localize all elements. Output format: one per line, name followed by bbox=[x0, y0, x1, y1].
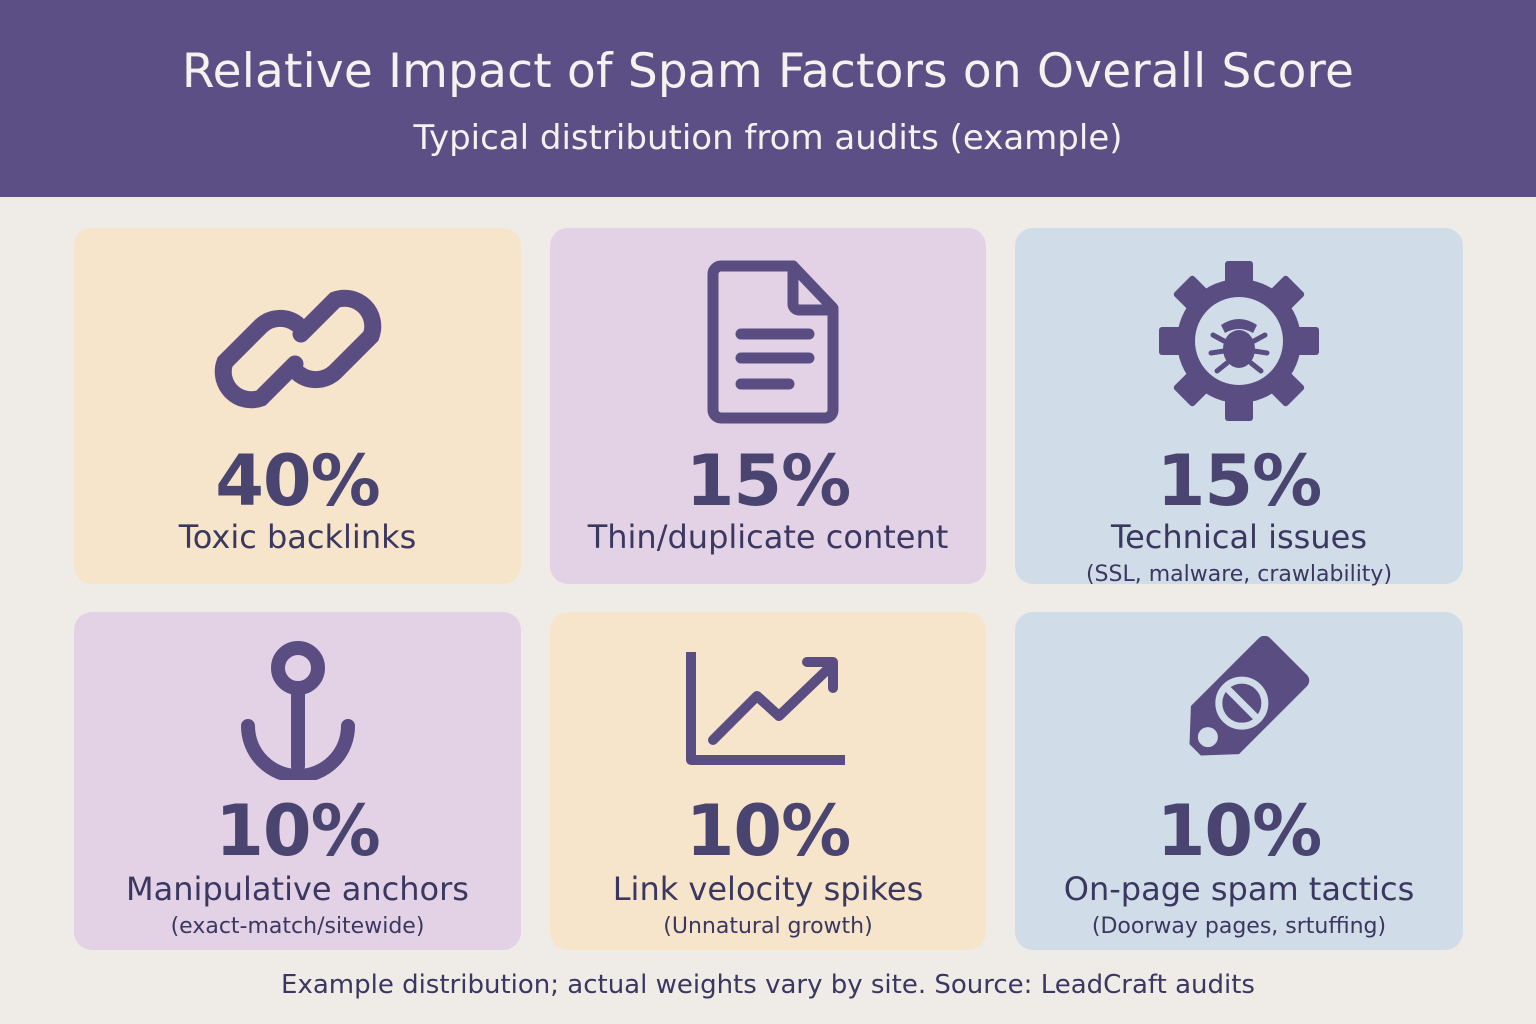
factor-label: Thin/duplicate content bbox=[587, 518, 949, 556]
factor-label: Link velocity spikes bbox=[612, 870, 924, 908]
factor-card-link-velocity: 10% Link velocity spikes (Unnatural grow… bbox=[550, 612, 986, 950]
factor-note: (Unnatural growth) bbox=[663, 914, 873, 939]
factor-label: Technical issues bbox=[1111, 518, 1367, 556]
factor-percent: 15% bbox=[685, 440, 852, 522]
anchor-icon bbox=[240, 641, 355, 780]
factor-card-technical-issues: 15% Technical issues (SSL, malware, craw… bbox=[1015, 228, 1463, 587]
factor-percent: 10% bbox=[685, 790, 852, 872]
blocked-tag-icon bbox=[1189, 636, 1310, 756]
trend-up-chart-icon bbox=[686, 652, 845, 765]
page-title: Relative Impact of Spam Factors on Overa… bbox=[181, 44, 1355, 99]
link-icon bbox=[214, 289, 381, 409]
factor-percent: 15% bbox=[1156, 440, 1323, 522]
factor-card-toxic-backlinks: 40% Toxic backlinks bbox=[74, 228, 521, 584]
factor-card-thin-content: 15% Thin/duplicate content bbox=[550, 228, 986, 584]
factor-note: (Doorway pages, srtuffing) bbox=[1091, 914, 1387, 939]
factor-note: (exact-match/sitewide) bbox=[170, 914, 425, 939]
factor-label: Manipulative anchors bbox=[126, 870, 469, 908]
factor-card-manipulative-anchors: 10% Manipulative anchors (exact-match/si… bbox=[74, 612, 521, 950]
gear-bug-icon bbox=[1159, 261, 1319, 421]
factor-percent: 10% bbox=[1156, 790, 1323, 872]
page-subtitle: Typical distribution from audits (exampl… bbox=[413, 118, 1123, 158]
factor-percent: 40% bbox=[215, 440, 381, 522]
factor-label: Toxic backlinks bbox=[178, 518, 417, 556]
document-icon bbox=[707, 260, 839, 424]
factor-percent: 10% bbox=[215, 790, 381, 872]
factor-card-on-page-spam: 10% On-page spam tactics (Doorway pages,… bbox=[1015, 612, 1463, 950]
factor-label: On-page spam tactics bbox=[1063, 870, 1415, 908]
footer-note: Example distribution; actual weights var… bbox=[281, 970, 1255, 1000]
header-banner: Relative Impact of Spam Factors on Overa… bbox=[0, 0, 1536, 197]
factor-note: (SSL, malware, crawlability) bbox=[1085, 562, 1393, 587]
